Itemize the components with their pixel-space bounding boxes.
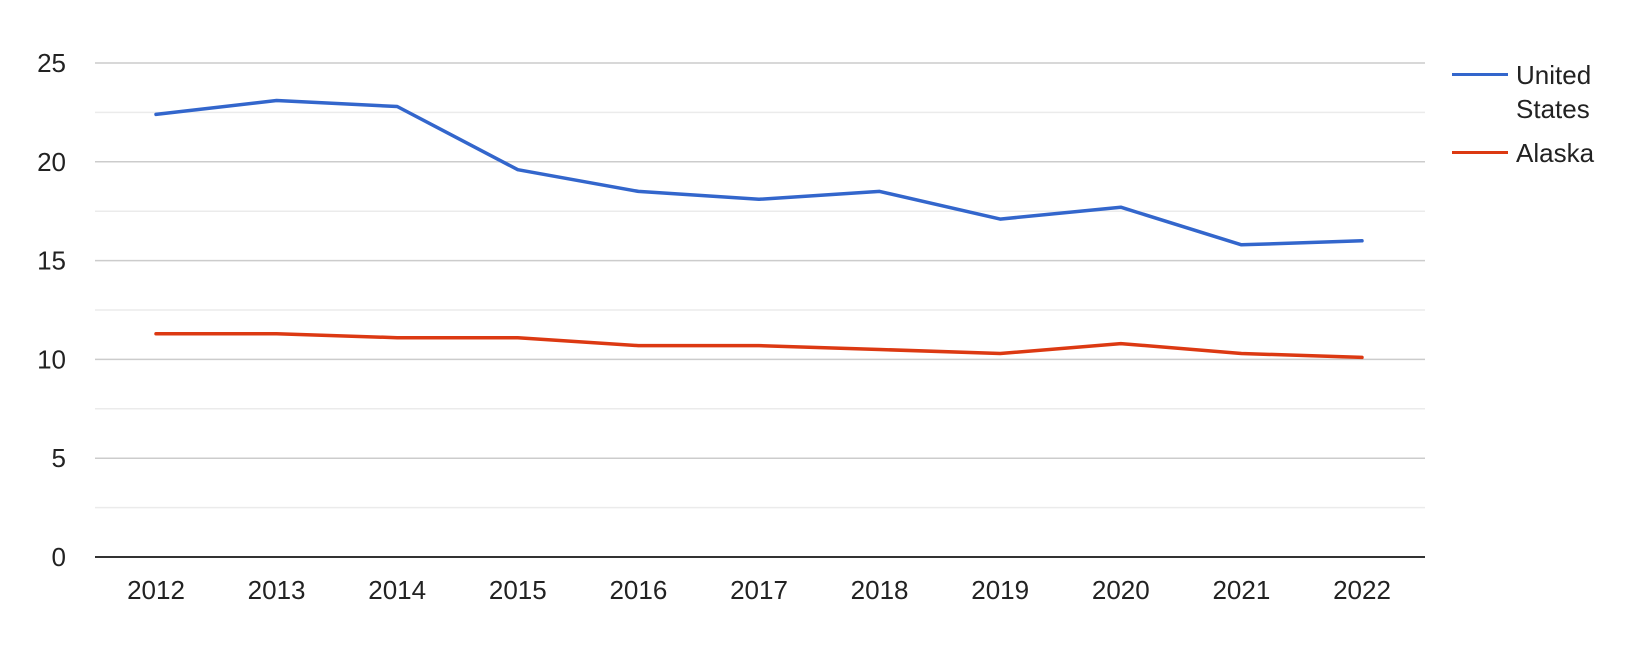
x-axis: 2012 2013 2014 2015 2016 2017 2018 2019 2020 2021… [127,575,1391,605]
x-tick-label: 2013 [248,575,306,605]
series-line-united-states[interactable] [154,98,1364,247]
legend-item-alaska[interactable]: Alaska [1452,136,1627,170]
x-tick-label: 2022 [1333,575,1391,605]
series-line-alaska[interactable] [154,331,1364,360]
major-gridlines [95,62,1425,558]
legend-item-united-states[interactable]: United States [1452,58,1627,126]
y-tick-label: 0 [52,542,66,572]
y-tick-label: 25 [37,48,66,78]
y-tick-label: 5 [52,443,66,473]
x-tick-label: 2015 [489,575,547,605]
x-tick-label: 2012 [127,575,185,605]
x-tick-label: 2017 [730,575,788,605]
y-tick-label: 20 [37,147,66,177]
legend-swatch-united-states [1452,73,1508,76]
x-tick-label: 2021 [1212,575,1270,605]
y-tick-label: 10 [37,344,66,374]
y-axis: 0 5 10 15 20 25 [37,48,66,572]
legend-swatch-alaska [1452,151,1508,154]
x-tick-label: 2020 [1092,575,1150,605]
y-tick-label: 15 [37,246,66,276]
legend: United States Alaska [1452,58,1627,180]
x-tick-label: 2019 [971,575,1029,605]
legend-label-alaska: Alaska [1516,138,1595,168]
series-lines [154,98,1364,360]
x-tick-label: 2014 [368,575,426,605]
legend-label-united-states: United States [1516,60,1592,124]
x-tick-label: 2016 [609,575,667,605]
minor-gridlines [95,111,1425,509]
x-tick-label: 2018 [851,575,909,605]
